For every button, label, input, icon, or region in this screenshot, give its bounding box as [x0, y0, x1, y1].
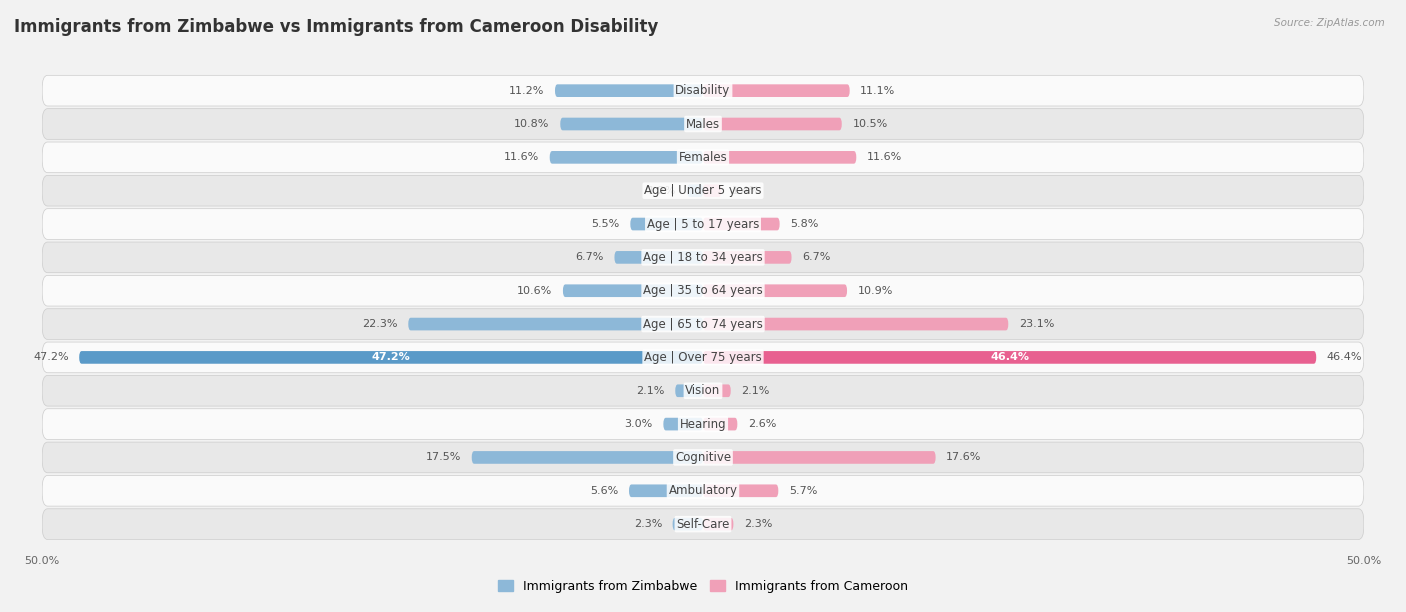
Text: 47.2%: 47.2% [371, 353, 411, 362]
Text: 11.6%: 11.6% [503, 152, 538, 162]
FancyBboxPatch shape [550, 151, 703, 163]
Text: 2.6%: 2.6% [748, 419, 776, 429]
Text: Age | Over 75 years: Age | Over 75 years [644, 351, 762, 364]
FancyBboxPatch shape [672, 518, 703, 531]
Text: Age | 35 to 64 years: Age | 35 to 64 years [643, 284, 763, 297]
Text: 5.6%: 5.6% [591, 486, 619, 496]
Text: 1.4%: 1.4% [733, 185, 761, 196]
Text: 10.5%: 10.5% [852, 119, 887, 129]
FancyBboxPatch shape [42, 242, 1364, 273]
FancyBboxPatch shape [703, 151, 856, 163]
FancyBboxPatch shape [703, 84, 849, 97]
Text: 23.1%: 23.1% [1019, 319, 1054, 329]
FancyBboxPatch shape [628, 485, 703, 497]
Text: 5.8%: 5.8% [790, 219, 818, 229]
Text: 11.6%: 11.6% [868, 152, 903, 162]
FancyBboxPatch shape [42, 275, 1364, 306]
Text: Cognitive: Cognitive [675, 451, 731, 464]
Text: Age | 5 to 17 years: Age | 5 to 17 years [647, 217, 759, 231]
Text: 5.5%: 5.5% [592, 219, 620, 229]
FancyBboxPatch shape [42, 476, 1364, 506]
FancyBboxPatch shape [42, 209, 1364, 239]
FancyBboxPatch shape [562, 285, 703, 297]
Text: 5.7%: 5.7% [789, 486, 817, 496]
FancyBboxPatch shape [42, 176, 1364, 206]
Legend: Immigrants from Zimbabwe, Immigrants from Cameroon: Immigrants from Zimbabwe, Immigrants fro… [494, 575, 912, 598]
FancyBboxPatch shape [42, 509, 1364, 539]
Text: Females: Females [679, 151, 727, 164]
Text: 47.2%: 47.2% [32, 353, 69, 362]
Text: Source: ZipAtlas.com: Source: ZipAtlas.com [1274, 18, 1385, 28]
FancyBboxPatch shape [408, 318, 703, 330]
Text: 1.2%: 1.2% [648, 185, 676, 196]
Text: 22.3%: 22.3% [363, 319, 398, 329]
FancyBboxPatch shape [703, 451, 935, 464]
FancyBboxPatch shape [42, 109, 1364, 140]
FancyBboxPatch shape [614, 251, 703, 264]
FancyBboxPatch shape [42, 308, 1364, 340]
FancyBboxPatch shape [703, 518, 734, 531]
Text: 2.1%: 2.1% [741, 386, 769, 396]
Text: 17.6%: 17.6% [946, 452, 981, 463]
Text: 2.1%: 2.1% [637, 386, 665, 396]
FancyBboxPatch shape [703, 384, 731, 397]
FancyBboxPatch shape [555, 84, 703, 97]
Text: 6.7%: 6.7% [575, 252, 605, 263]
FancyBboxPatch shape [688, 184, 703, 197]
Text: 11.2%: 11.2% [509, 86, 544, 95]
FancyBboxPatch shape [42, 142, 1364, 173]
Text: Self-Care: Self-Care [676, 518, 730, 531]
Text: 10.9%: 10.9% [858, 286, 893, 296]
Text: Disability: Disability [675, 84, 731, 97]
Text: 6.7%: 6.7% [801, 252, 831, 263]
Text: Vision: Vision [685, 384, 721, 397]
Text: 17.5%: 17.5% [426, 452, 461, 463]
Text: Males: Males [686, 118, 720, 130]
FancyBboxPatch shape [42, 442, 1364, 473]
FancyBboxPatch shape [703, 251, 792, 264]
FancyBboxPatch shape [42, 409, 1364, 439]
FancyBboxPatch shape [703, 351, 1316, 364]
FancyBboxPatch shape [664, 418, 703, 430]
FancyBboxPatch shape [703, 184, 721, 197]
Text: Hearing: Hearing [679, 417, 727, 431]
Text: 11.1%: 11.1% [860, 86, 896, 95]
FancyBboxPatch shape [42, 342, 1364, 373]
Text: Ambulatory: Ambulatory [668, 484, 738, 498]
FancyBboxPatch shape [703, 285, 846, 297]
FancyBboxPatch shape [560, 118, 703, 130]
Text: 3.0%: 3.0% [624, 419, 652, 429]
FancyBboxPatch shape [703, 418, 737, 430]
FancyBboxPatch shape [675, 384, 703, 397]
Text: Age | 65 to 74 years: Age | 65 to 74 years [643, 318, 763, 330]
FancyBboxPatch shape [703, 218, 780, 230]
Text: 46.4%: 46.4% [1327, 353, 1362, 362]
FancyBboxPatch shape [471, 451, 703, 464]
FancyBboxPatch shape [79, 351, 703, 364]
Text: 2.3%: 2.3% [634, 519, 662, 529]
FancyBboxPatch shape [703, 318, 1008, 330]
Text: 10.6%: 10.6% [517, 286, 553, 296]
Text: 10.8%: 10.8% [515, 119, 550, 129]
FancyBboxPatch shape [703, 485, 779, 497]
Text: Age | 18 to 34 years: Age | 18 to 34 years [643, 251, 763, 264]
Text: 46.4%: 46.4% [990, 353, 1029, 362]
FancyBboxPatch shape [703, 118, 842, 130]
Text: Age | Under 5 years: Age | Under 5 years [644, 184, 762, 197]
FancyBboxPatch shape [42, 375, 1364, 406]
Text: 2.3%: 2.3% [744, 519, 772, 529]
FancyBboxPatch shape [630, 218, 703, 230]
Text: Immigrants from Zimbabwe vs Immigrants from Cameroon Disability: Immigrants from Zimbabwe vs Immigrants f… [14, 18, 658, 36]
FancyBboxPatch shape [42, 75, 1364, 106]
